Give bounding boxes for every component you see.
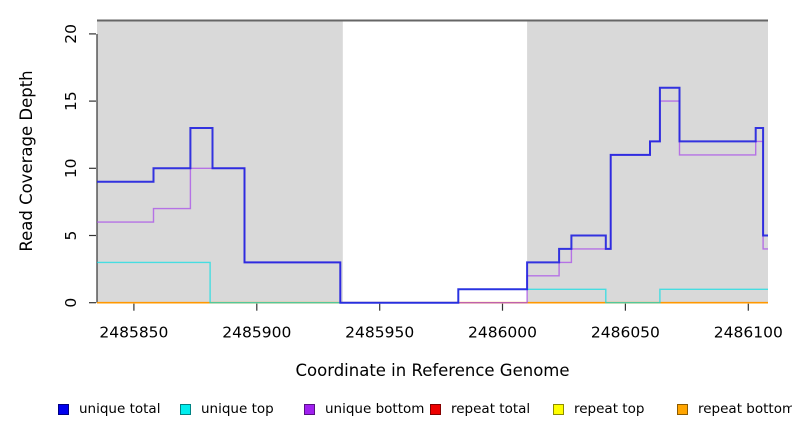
legend-item-unique-bottom: unique bottom xyxy=(304,400,424,418)
legend-item-unique-total: unique total xyxy=(58,400,160,418)
x-tick-label: 2485900 xyxy=(222,324,291,342)
x-axis-title: Coordinate in Reference Genome xyxy=(295,361,570,380)
legend-item-repeat-bottom: repeat bottom xyxy=(677,400,792,418)
legend-label-unique-top: unique top xyxy=(201,401,274,417)
y-tick-label: 20 xyxy=(62,24,80,44)
legend-swatch-repeat-total xyxy=(430,403,441,415)
x-tick-label: 2486100 xyxy=(714,324,783,342)
legend-swatch-repeat-top xyxy=(553,403,564,415)
y-tick-label: 0 xyxy=(62,298,80,308)
legend-swatch-unique-bottom xyxy=(304,403,315,415)
x-tick-label: 2485950 xyxy=(345,324,414,342)
legend-swatch-repeat-bottom xyxy=(677,403,688,415)
series-unique-top xyxy=(97,261,768,304)
legend-swatch-unique-total xyxy=(58,403,69,415)
legend-label-repeat-top: repeat top xyxy=(574,401,645,417)
legend-item-unique-top: unique top xyxy=(180,400,274,418)
shaded-region xyxy=(97,20,343,303)
coverage-plot: 2485850 2485900 2485950 2486000 2486050 24861… xyxy=(62,19,783,342)
shaded-region xyxy=(527,20,768,303)
legend-label-unique-bottom: unique bottom xyxy=(325,401,425,417)
y-axis-title: Read Coverage Depth xyxy=(17,70,36,252)
x-tick-label: 2486000 xyxy=(468,324,537,342)
series-unique-total xyxy=(97,86,768,304)
y-tick-label: 15 xyxy=(62,91,80,111)
x-tick-label: 2486050 xyxy=(591,324,660,342)
legend-item-repeat-total: repeat total xyxy=(430,400,530,418)
y-tick-label: 5 xyxy=(62,231,80,241)
legend-swatch-unique-top xyxy=(180,403,191,415)
legend-label-repeat-total: repeat total xyxy=(451,401,531,417)
legend-label-unique-total: unique total xyxy=(79,401,161,417)
x-tick-label: 2485850 xyxy=(99,324,168,342)
legend-item-repeat-top: repeat top xyxy=(553,400,644,418)
y-tick-label: 10 xyxy=(62,158,80,178)
legend-label-repeat-bottom: repeat bottom xyxy=(698,401,792,417)
